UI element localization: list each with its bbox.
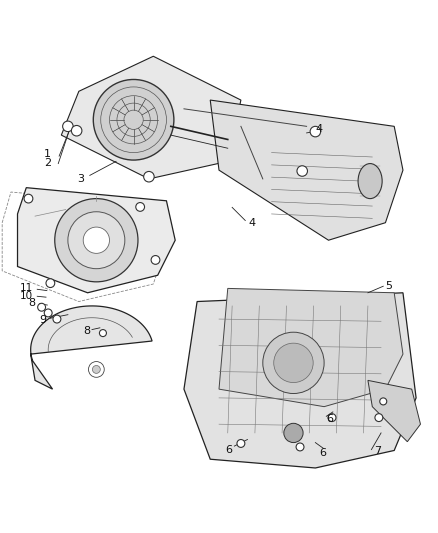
- Circle shape: [71, 125, 82, 136]
- Circle shape: [274, 343, 313, 383]
- Circle shape: [136, 203, 145, 211]
- Circle shape: [24, 194, 33, 203]
- Text: 3: 3: [78, 174, 85, 184]
- Polygon shape: [18, 188, 175, 293]
- Polygon shape: [184, 293, 416, 468]
- Circle shape: [68, 212, 125, 269]
- Polygon shape: [368, 381, 420, 442]
- Circle shape: [284, 423, 303, 442]
- Polygon shape: [61, 56, 241, 179]
- Circle shape: [144, 172, 154, 182]
- Circle shape: [237, 440, 245, 447]
- Circle shape: [99, 329, 106, 336]
- Text: 6: 6: [326, 414, 333, 424]
- Circle shape: [88, 361, 104, 377]
- Circle shape: [63, 121, 73, 132]
- Circle shape: [53, 315, 61, 323]
- Text: 9: 9: [39, 315, 46, 325]
- Circle shape: [151, 255, 160, 264]
- Circle shape: [93, 79, 174, 160]
- Text: 10: 10: [20, 291, 33, 301]
- Circle shape: [44, 309, 52, 317]
- Text: 11: 11: [20, 284, 33, 293]
- Circle shape: [263, 332, 324, 393]
- Text: 7: 7: [374, 446, 381, 456]
- Polygon shape: [210, 100, 403, 240]
- Text: 6: 6: [225, 446, 232, 456]
- Circle shape: [310, 126, 321, 137]
- Circle shape: [92, 366, 100, 374]
- Circle shape: [297, 166, 307, 176]
- Text: 2: 2: [44, 158, 51, 168]
- Text: 1: 1: [44, 149, 51, 159]
- Circle shape: [328, 414, 336, 422]
- Text: 5: 5: [385, 281, 392, 291]
- Circle shape: [55, 199, 138, 282]
- Circle shape: [46, 279, 55, 287]
- Circle shape: [375, 414, 383, 422]
- Circle shape: [83, 227, 110, 253]
- Polygon shape: [31, 306, 152, 389]
- Text: 4: 4: [315, 124, 322, 134]
- Circle shape: [38, 303, 46, 311]
- Circle shape: [380, 398, 387, 405]
- Polygon shape: [219, 288, 403, 407]
- Circle shape: [296, 443, 304, 451]
- Ellipse shape: [358, 164, 382, 199]
- Text: 8: 8: [28, 298, 35, 308]
- Text: 6: 6: [320, 448, 327, 458]
- Text: 4: 4: [248, 217, 255, 228]
- Text: 8: 8: [83, 326, 90, 336]
